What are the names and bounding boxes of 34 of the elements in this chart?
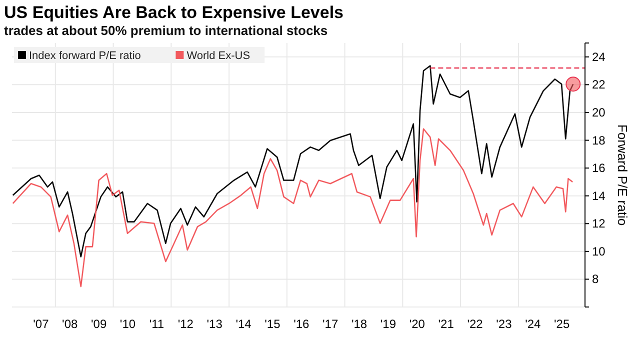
chart-title: US Equities Are Back to Expensive Levels: [4, 3, 344, 22]
x-tick-label: '12: [178, 317, 194, 331]
x-tick-label: '08: [62, 317, 78, 331]
x-tick-label: '18: [351, 317, 368, 331]
x-tick-label: '24: [525, 317, 542, 331]
legend-label: World Ex-US: [186, 50, 250, 62]
y-tick-label: 8: [592, 272, 599, 286]
x-tick-label: '15: [264, 317, 281, 331]
x-tick-label: '09: [91, 317, 107, 331]
x-tick-label: '13: [206, 317, 223, 331]
x-tick-label: '17: [322, 317, 338, 331]
legend-label: Index forward P/E ratio: [29, 50, 141, 62]
x-tick-label: '19: [380, 317, 396, 331]
x-tick-label: '21: [438, 317, 454, 331]
y-tick-label: 12: [592, 216, 606, 231]
y-tick-label: 18: [592, 133, 606, 148]
y-tick-label: 20: [592, 105, 606, 120]
y-axis-title: Forward P/E ratio: [615, 124, 630, 226]
x-tick-label: '14: [236, 317, 252, 331]
line-series: [12, 128, 574, 288]
x-tick-label: '23: [496, 317, 512, 331]
x-tick-label: '22: [467, 317, 484, 331]
y-tick-label: 10: [592, 244, 606, 258]
x-tick-label: '10: [120, 317, 136, 331]
x-tick-label: '11: [149, 317, 164, 331]
y-tick-label: 16: [592, 161, 606, 176]
y-tick-label: 24: [592, 50, 606, 64]
x-tick-label: '07: [33, 317, 50, 331]
x-tick-label: '25: [554, 317, 570, 331]
y-tick-label: 22: [592, 78, 606, 92]
chart-subtitle: trades at about 50% premium to international stocks: [4, 23, 328, 38]
x-tick-label: '16: [294, 317, 310, 331]
x-tick-label: '20: [409, 317, 426, 331]
y-tick-label: 14: [592, 188, 606, 203]
